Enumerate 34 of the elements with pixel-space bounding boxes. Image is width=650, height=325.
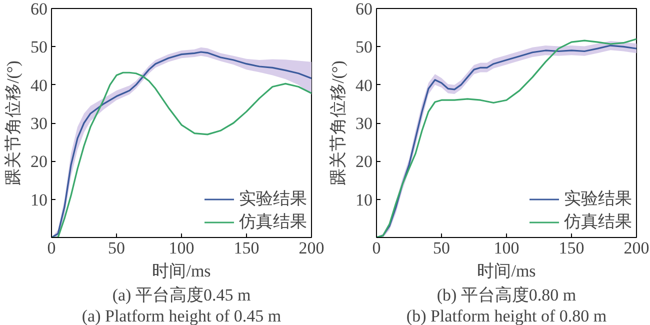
legend-label: 仿真结果 [564, 211, 632, 233]
y-tick-label: 30 [356, 114, 372, 133]
legend-label: 实验结果 [564, 188, 632, 210]
y-tick-label: 60 [356, 0, 372, 18]
x-tick-label: 150 [234, 238, 260, 258]
text: (b) Platform height of 0.80 m [406, 306, 607, 325]
legend-label: 实验结果 [239, 188, 307, 210]
y-tick-label: 30 [30, 114, 48, 133]
x-tick-label: 200 [298, 238, 324, 258]
x-tick-label: 100 [494, 238, 520, 258]
y-tick-label: 20 [30, 152, 48, 172]
x-tick-label: 0 [372, 238, 381, 258]
x-axis-title: 时间/ms [477, 262, 536, 280]
x-tick-label: 50 [108, 238, 125, 258]
y-tick-label: 10 [356, 190, 372, 210]
y-axis-title: 踝关节角位移/(°) [328, 60, 348, 186]
legend-label: 仿真结果 [239, 211, 307, 233]
x-tick-label: 150 [558, 238, 584, 258]
y-tick-label: 50 [30, 38, 48, 57]
x-tick-label: 0 [47, 238, 56, 258]
y-tick-label: 40 [30, 76, 48, 95]
text: (a) 平台高度0.45 m [112, 286, 251, 304]
x-axis-title: 时间/ms [152, 262, 211, 280]
y-tick-label: 20 [356, 152, 372, 172]
y-tick-label: 60 [30, 0, 48, 18]
x-tick-label: 50 [433, 238, 450, 258]
y-tick-label: 40 [356, 76, 372, 95]
x-tick-label: 200 [624, 238, 650, 258]
text: (b) 平台高度0.80 m [436, 286, 576, 304]
y-tick-label: 50 [356, 38, 372, 57]
y-axis-title: 踝关节角位移/(°) [4, 60, 22, 186]
x-tick-label: 100 [168, 238, 194, 258]
text: (a) Platform height of 0.45 m [82, 306, 282, 325]
y-tick-label: 10 [30, 190, 48, 210]
